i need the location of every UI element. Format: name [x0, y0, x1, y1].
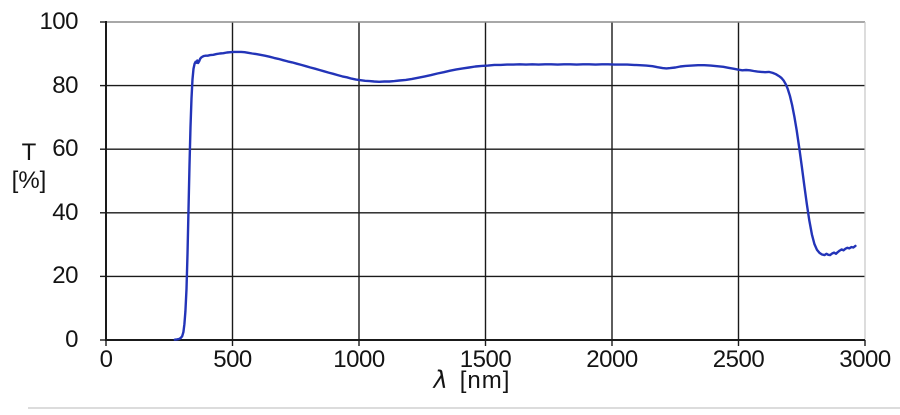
y-tick-label: 80 — [52, 71, 78, 99]
y-axis-title-symbol: T — [21, 139, 37, 166]
x-tick-label: 1500 — [459, 346, 512, 373]
y-tick-label: 20 — [52, 262, 78, 290]
x-tick-label: 2000 — [586, 346, 638, 373]
y-axis-title-unit: [%] — [11, 167, 47, 194]
x-tick-label: 3000 — [839, 346, 891, 373]
x-tick-label: 1000 — [333, 346, 385, 373]
x-tick-label: 2500 — [712, 346, 765, 373]
y-tick-label: 40 — [52, 198, 78, 226]
y-tick-label: 0 — [65, 326, 78, 353]
x-tick-label: 500 — [213, 346, 252, 373]
x-tick-label: 0 — [99, 346, 113, 373]
x-axis-title-unit: [nm] — [459, 367, 511, 394]
x-axis-title-symbol: λ — [433, 366, 448, 394]
y-tick-label: 100 — [39, 8, 78, 35]
transmittance-curve — [173, 50, 857, 341]
y-tick-label: 60 — [52, 135, 78, 163]
x-axis-title: λ [nm] — [382, 366, 562, 395]
y-axis-title: T [%] — [0, 139, 58, 195]
footer-separator-line — [28, 407, 900, 409]
